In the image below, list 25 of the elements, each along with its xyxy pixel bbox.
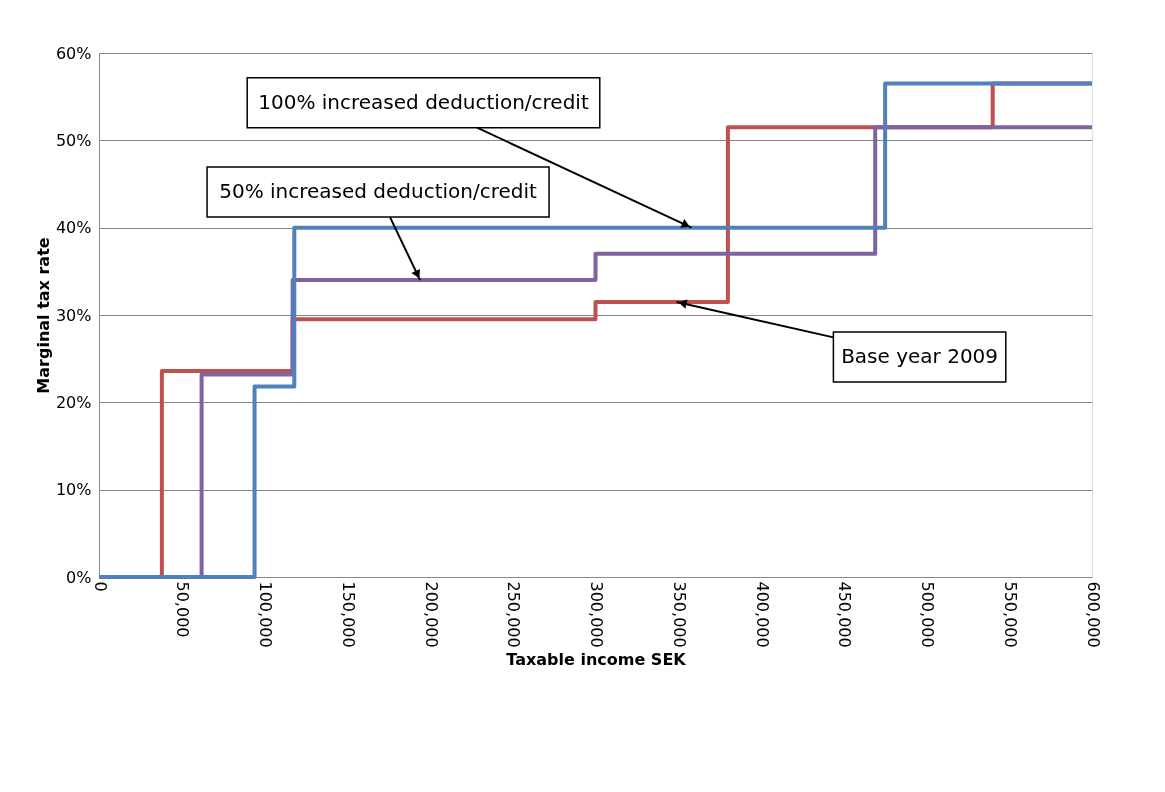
y-tick-label: 20%	[55, 392, 92, 412]
x-axis-title: Taxable income SEK	[506, 649, 687, 669]
annotation: Base year 2009	[841, 343, 999, 368]
y-tick-label: 30%	[55, 305, 92, 325]
x-tick-label: 250,000	[504, 581, 524, 648]
y-tick-label: 0%	[66, 567, 92, 587]
annotation: 100% increased deduction/credit	[258, 89, 589, 114]
x-tick-label: 350,000	[669, 581, 689, 648]
y-axis-title: Marginal tax rate	[33, 237, 53, 394]
x-tick-label: 100,000	[256, 581, 275, 648]
x-tick-label: 200,000	[421, 581, 441, 648]
x-tick-label: 150,000	[338, 581, 358, 648]
x-tick-label: 300,000	[587, 581, 606, 648]
x-tick-label: 600,000	[1083, 581, 1103, 648]
x-tick-label: 50,000	[173, 581, 193, 638]
y-tick-label: 40%	[55, 218, 92, 238]
x-tick-label: 400,000	[752, 581, 772, 648]
y-tick-label: 60%	[55, 43, 92, 63]
x-tick-label: 550,000	[1000, 581, 1020, 648]
x-tick-label: 500,000	[918, 581, 937, 648]
x-tick-label: 450,000	[835, 581, 855, 648]
y-tick-label: 50%	[55, 130, 92, 150]
annotation: 50% increased deduction/credit	[219, 179, 538, 204]
y-tick-label: 10%	[55, 480, 92, 500]
x-tick-label: 0	[90, 581, 110, 592]
